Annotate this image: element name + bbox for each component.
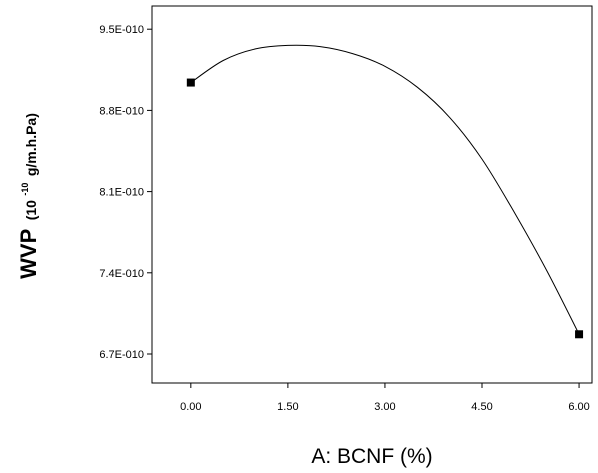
plot-area <box>151 5 593 384</box>
data-series <box>186 44 584 339</box>
data-point <box>575 330 584 339</box>
y-axis-label-main: WVP <box>16 229 41 279</box>
x-axis: 0.00 1.50 3.00 4.50 6.00 <box>180 383 590 413</box>
y-axis: 6.7E-010 7.4E-010 8.1E-010 8.8E-010 9.5E-010 <box>99 24 152 361</box>
y-tick-label: 9.5E-010 <box>99 24 144 36</box>
x-tick-label: 1.50 <box>277 401 298 413</box>
y-axis-label-unit-prefix: (10 <box>23 200 39 220</box>
y-axis-label-unit-exponent: -10 <box>20 183 30 196</box>
y-tick-label: 6.7E-010 <box>99 349 144 361</box>
x-tick-label: 3.00 <box>374 401 395 413</box>
y-axis-label-unit-suffix: g/m.h.Pa) <box>23 113 39 176</box>
y-tick-label: 8.1E-010 <box>99 187 144 199</box>
plot-border <box>151 5 593 384</box>
y-axis-label: WVP (10 -10 g/m.h.Pa) <box>15 113 41 279</box>
x-tick-label: 4.50 <box>471 401 492 413</box>
x-axis-label: A: BCNF (%) <box>311 445 432 468</box>
y-tick-label: 8.8E-010 <box>99 105 144 117</box>
x-tick-label: 0.00 <box>180 401 201 413</box>
fitted-curve <box>190 44 580 335</box>
y-tick-label: 7.4E-010 <box>99 268 144 280</box>
data-point <box>186 78 195 87</box>
svg-text:WVP (10 -10: WVP (10 -10 g/m.h.Pa) <box>15 113 41 279</box>
x-tick-label: 6.00 <box>568 401 589 413</box>
